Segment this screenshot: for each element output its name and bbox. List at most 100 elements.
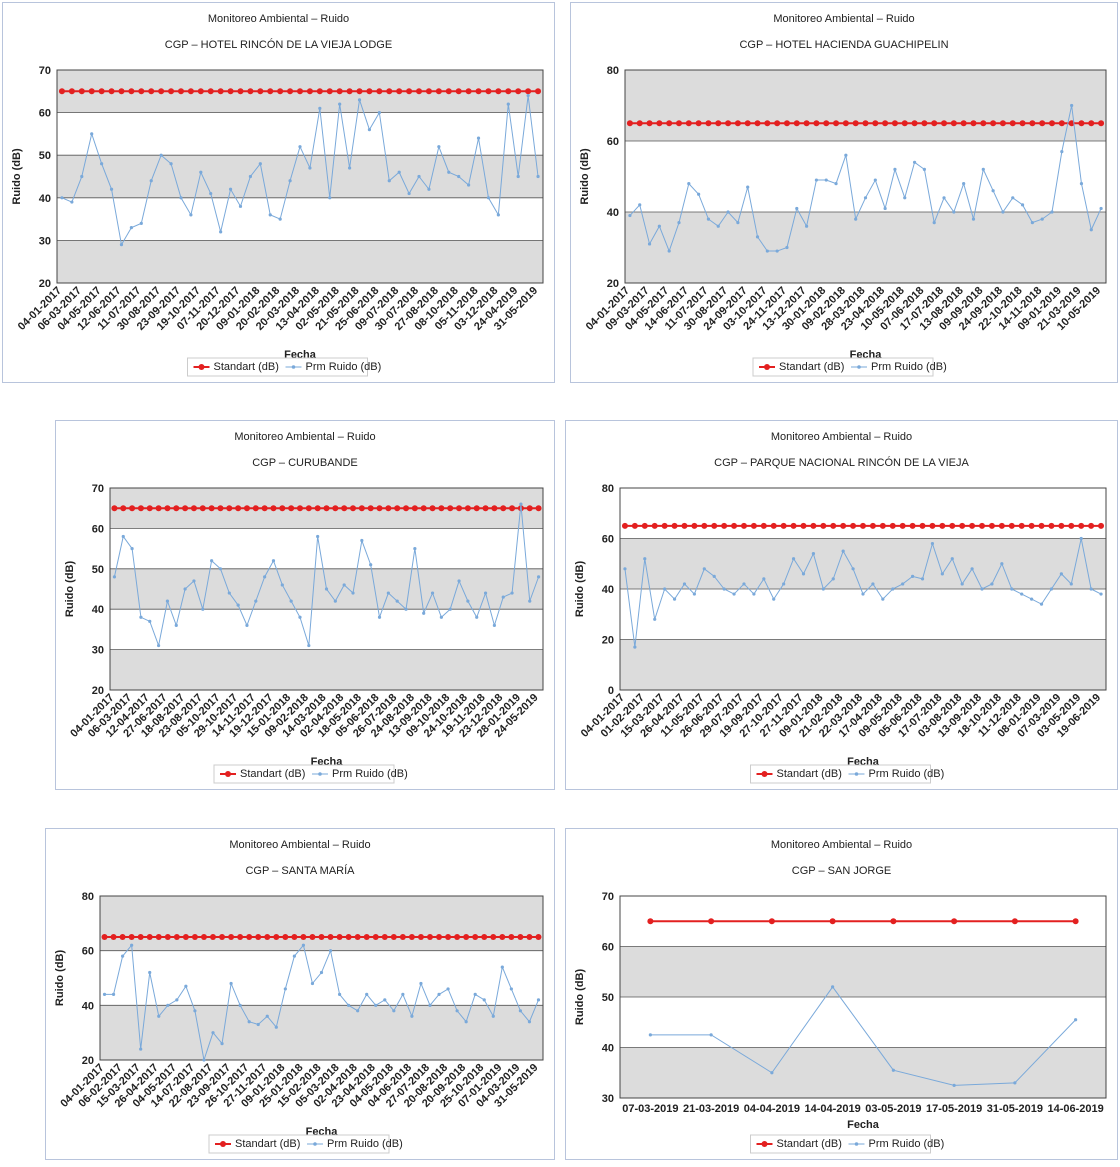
noise-marker — [367, 128, 372, 132]
standard-marker — [235, 505, 242, 512]
standard-marker — [119, 934, 126, 940]
chart-title: Monitoreo Ambiental – Ruido — [234, 431, 375, 443]
y-axis-title: Ruido (dB) — [64, 561, 76, 618]
standard-marker — [860, 522, 866, 529]
grid-band — [620, 538, 1106, 589]
plot-frame — [99, 895, 544, 1061]
y-tick-label: 20 — [602, 635, 614, 647]
standard-marker — [505, 88, 512, 95]
noise-marker — [211, 1031, 215, 1035]
standard-marker — [949, 522, 956, 529]
noise-marker — [119, 243, 124, 247]
noise-marker — [861, 592, 865, 596]
noise-marker — [623, 567, 627, 571]
y-tick-label: 20 — [82, 1055, 94, 1067]
standard-marker — [919, 522, 926, 529]
noise-marker — [254, 599, 258, 603]
noise-marker — [863, 196, 868, 200]
standard-marker — [909, 522, 916, 529]
standard-marker — [491, 505, 498, 512]
y-tick-label: 70 — [602, 891, 614, 903]
standard-marker — [1098, 120, 1105, 127]
chart-title: Monitoreo Ambiental – Ruido — [771, 839, 912, 851]
standard-marker — [535, 88, 542, 95]
panel-border — [45, 828, 555, 1160]
noise-marker — [139, 615, 143, 619]
standard-marker — [164, 934, 171, 940]
standard-marker — [101, 934, 108, 940]
noise-marker — [149, 179, 153, 183]
noise-marker — [697, 192, 701, 196]
noise-marker — [891, 587, 895, 591]
standard-marker — [318, 934, 325, 940]
noise-marker — [401, 992, 405, 996]
standard-marker — [475, 88, 482, 95]
noise-marker — [357, 98, 362, 102]
x-tick-label: 14-04-2019 — [804, 1103, 860, 1115]
standard-marker — [725, 120, 732, 127]
standard-marker — [227, 88, 234, 95]
noise-marker — [298, 145, 302, 149]
y-tick-label: 80 — [82, 891, 94, 903]
standard-marker — [110, 934, 117, 940]
standard-marker — [173, 505, 180, 512]
legend-label: Prm Ruido (dB) — [306, 361, 382, 373]
y-tick-label: 0 — [608, 685, 614, 697]
noise-marker — [509, 987, 513, 991]
noise-marker — [772, 597, 776, 601]
standard-marker — [408, 934, 415, 940]
standard-marker — [931, 120, 938, 127]
chart-title: Monitoreo Ambiental – Ruido — [229, 839, 370, 851]
standard-marker — [257, 88, 264, 95]
legend-box — [187, 357, 368, 377]
noise-marker — [447, 170, 451, 174]
standard-marker — [296, 505, 303, 512]
standard-marker — [426, 934, 433, 940]
standard-marker — [277, 88, 284, 95]
y-tick-label: 60 — [602, 534, 614, 546]
standard-marker — [790, 522, 797, 529]
noise-marker — [307, 643, 311, 648]
standard-marker — [685, 120, 692, 127]
standard-marker — [998, 522, 1005, 529]
standard-marker — [840, 522, 847, 529]
standard-marker — [823, 120, 830, 127]
standard-marker — [309, 934, 316, 940]
noise-marker — [457, 174, 461, 179]
noise-marker — [220, 1042, 224, 1046]
chart-title: Monitoreo Ambiental – Ruido — [771, 431, 912, 443]
legend-label: Prm Ruido (dB) — [332, 768, 408, 780]
noise-marker — [263, 575, 267, 579]
plot-frame — [624, 69, 1107, 284]
standard-marker — [323, 505, 330, 512]
standard-marker — [770, 522, 777, 529]
noise-marker — [841, 549, 845, 553]
standard-marker — [146, 934, 153, 940]
noise-marker — [1099, 592, 1103, 596]
noise-marker — [672, 597, 677, 601]
standard-marker — [120, 505, 127, 512]
standard-marker — [721, 522, 728, 529]
standard-marker — [128, 88, 135, 95]
standard-marker — [744, 120, 751, 127]
noise-marker — [1010, 587, 1014, 591]
noise-marker — [347, 1003, 351, 1007]
standard-marker — [951, 918, 958, 925]
grid-band — [620, 946, 1106, 997]
standard-marker — [882, 120, 889, 127]
legend-box — [208, 1134, 390, 1154]
standard-marker — [833, 120, 840, 127]
standard-marker — [282, 934, 289, 940]
noise-marker — [536, 998, 541, 1002]
grid-band — [620, 1047, 1106, 1098]
standard-marker — [959, 522, 966, 529]
legend-marker — [225, 771, 231, 777]
noise-marker — [891, 1068, 895, 1072]
standard-marker — [810, 522, 817, 529]
standard-marker — [356, 88, 363, 95]
legend-marker — [313, 1142, 317, 1146]
plot-frame — [109, 487, 544, 691]
noise-marker — [952, 210, 956, 214]
noise-marker — [785, 245, 789, 250]
noise-marker — [430, 591, 435, 595]
